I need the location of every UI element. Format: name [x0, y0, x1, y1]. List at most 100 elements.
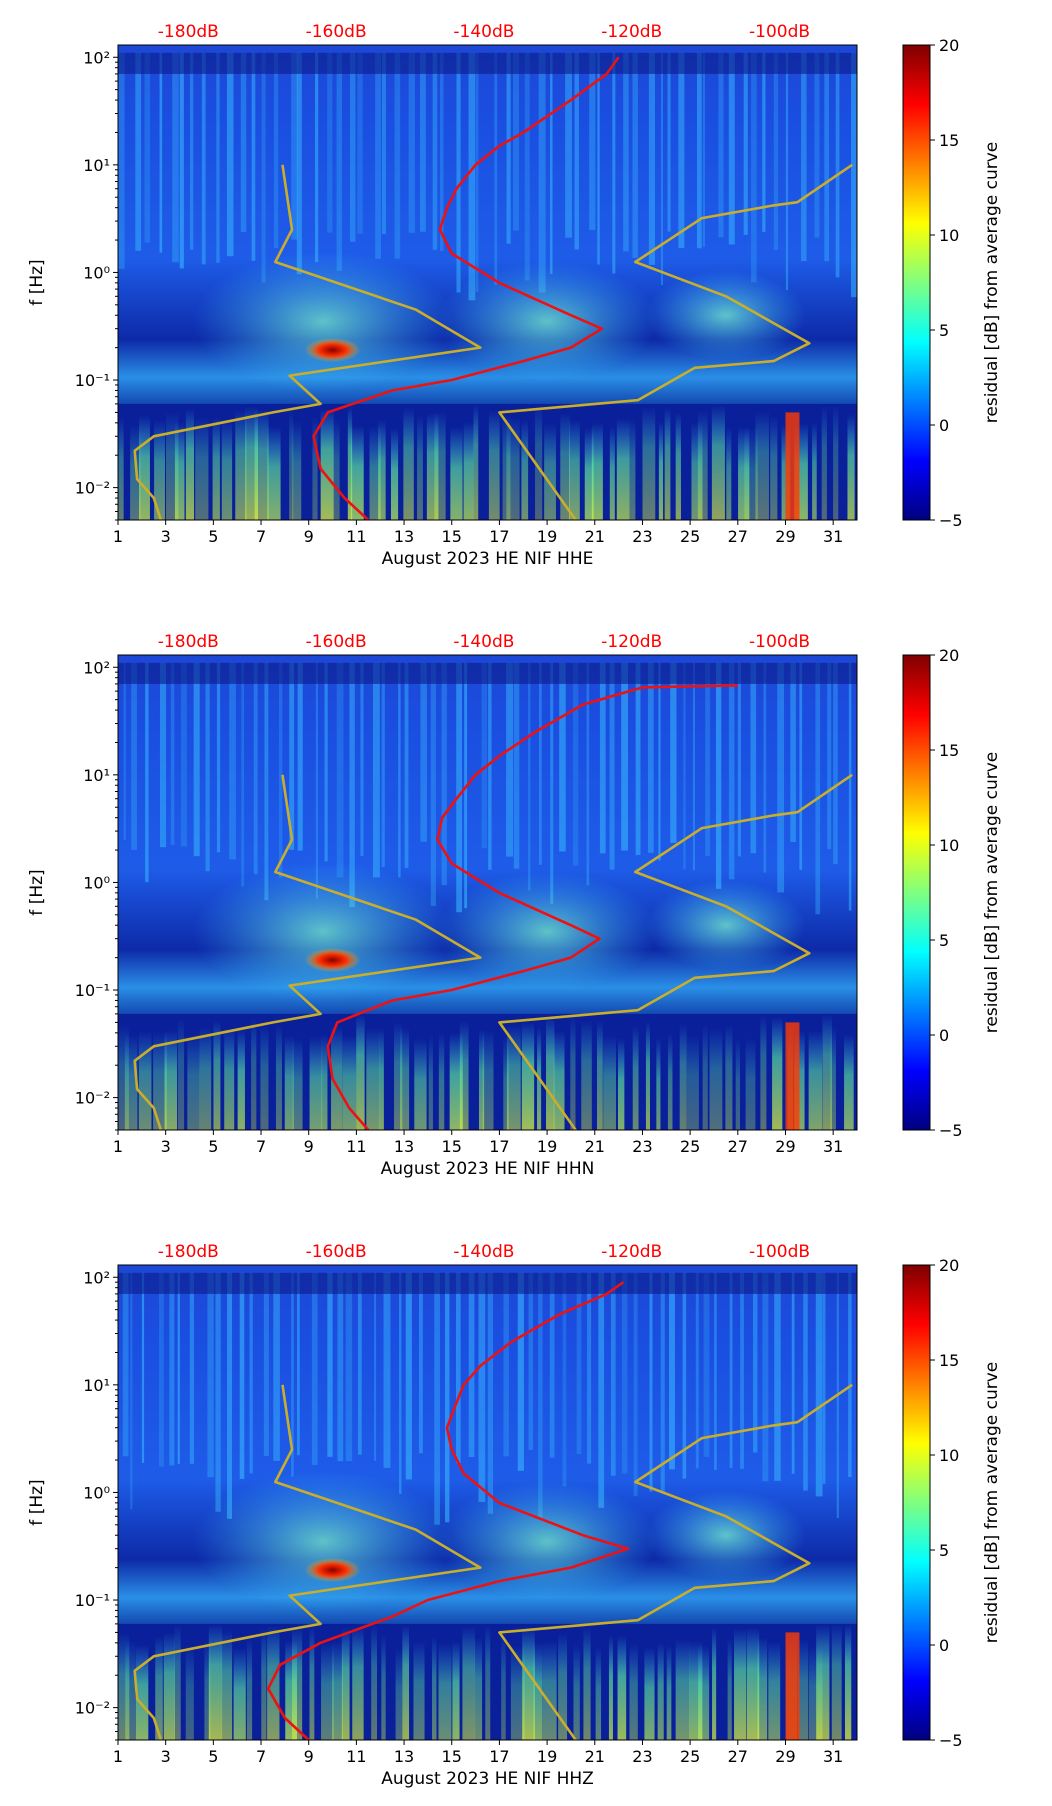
activity-stripe	[241, 662, 245, 887]
y-tick-label: 10⁻¹	[75, 371, 110, 390]
low-freq-stripe	[768, 1641, 781, 1740]
activity-stripe	[648, 52, 655, 265]
low-freq-stripe	[292, 1038, 303, 1130]
activity-stripe	[468, 1272, 475, 1457]
activity-stripe	[565, 52, 572, 238]
activity-stripe	[752, 1272, 758, 1453]
activity-stripe	[517, 1272, 524, 1471]
low-freq-stripe	[726, 426, 732, 520]
low-freq-stripe	[734, 1628, 747, 1740]
colorbar-tick-label: −5	[939, 511, 963, 530]
x-tick-label: 7	[256, 1747, 266, 1766]
colorbar-tick-label: 15	[939, 131, 959, 150]
series-line	[312, 56, 620, 520]
colorbar	[902, 44, 931, 521]
low-freq-stripe	[413, 1640, 425, 1740]
low-freq-stripe	[254, 409, 269, 520]
activity-stripe	[574, 52, 579, 250]
low-freq-stripe	[333, 418, 340, 520]
microseism-glow	[437, 261, 658, 382]
low-freq-stripe	[174, 422, 185, 520]
low-freq-stripe	[521, 420, 529, 520]
y-tick-label: 10⁰	[83, 263, 110, 282]
y-tick-label: 10⁻¹	[75, 1591, 110, 1610]
low-freq-stripe	[656, 1037, 661, 1130]
x-axis-label: August 2023 HE NIF HHN	[381, 1159, 595, 1179]
activity-stripe	[696, 52, 702, 249]
x-tick-label: 11	[346, 1137, 366, 1156]
low-freq-stripe	[118, 417, 124, 520]
series-line	[498, 1383, 853, 1740]
low-freq-stripe	[581, 1020, 592, 1130]
top-axis-label: -140dB	[453, 22, 514, 42]
activity-stripe	[715, 662, 722, 889]
microseism-glow	[645, 880, 806, 971]
activity-stripe	[159, 52, 163, 253]
low-freq-stripe	[503, 1036, 509, 1130]
low-freq-stripe	[320, 408, 334, 520]
low-freq-stripe	[291, 1626, 303, 1740]
activity-stripe	[506, 662, 514, 857]
low-freq-stripe	[199, 1026, 212, 1130]
x-tick-label: 21	[585, 527, 605, 546]
x-axis-label: August 2023 HE NIF HHZ	[381, 1769, 594, 1789]
low-freq-stripe	[213, 1020, 221, 1130]
activity-stripe	[549, 1272, 555, 1458]
low-freq-stripe	[755, 410, 769, 520]
colorbar-tick-label: 15	[939, 1351, 959, 1370]
activity-stripe	[824, 52, 830, 262]
activity-stripe	[833, 662, 838, 865]
activity-stripe	[456, 52, 461, 293]
activity-stripe	[440, 52, 444, 251]
low-freq-stripe	[521, 1022, 535, 1130]
low-freq-stripe	[366, 1028, 380, 1130]
activity-stripe	[773, 52, 779, 250]
activity-stripe	[512, 52, 520, 231]
low-freq-stripe	[428, 1034, 433, 1130]
low-freq-stripe	[267, 426, 281, 520]
top-axis-label: -180dB	[158, 1242, 219, 1262]
y-tick-label: 10²	[83, 658, 110, 677]
activity-stripe	[586, 662, 590, 886]
low-freq-stripe	[667, 1032, 673, 1130]
top-axis-label: -120dB	[601, 22, 662, 42]
low-freq-stripe	[770, 415, 778, 520]
low-freq-stripe	[629, 1642, 638, 1740]
low-freq-stripe	[478, 1029, 485, 1130]
x-tick-label: 17	[489, 1747, 509, 1766]
colorbar-tick-label: −5	[939, 1121, 963, 1140]
top-axis-label: -160dB	[306, 22, 367, 42]
x-tick-label: 29	[775, 1747, 795, 1766]
activity-stripe	[667, 52, 671, 232]
activity-stripe	[848, 662, 852, 911]
colorbar-tick-label: 5	[939, 931, 949, 950]
activity-stripe	[714, 1272, 717, 1471]
activity-stripe	[455, 1272, 461, 1464]
low-freq-stripe	[772, 1017, 783, 1130]
activity-stripe	[336, 662, 344, 878]
x-tick-label: 17	[489, 527, 509, 546]
activity-stripe	[621, 1272, 628, 1474]
activity-stripe	[814, 52, 820, 238]
low-freq-stripe	[657, 1642, 664, 1740]
activity-stripe	[201, 52, 206, 265]
low-freq-stripe	[712, 1627, 717, 1740]
low-freq-stripe	[609, 426, 615, 520]
activity-stripe	[762, 52, 766, 232]
x-tick-label: 25	[680, 1747, 700, 1766]
low-freq-stripe	[760, 1014, 767, 1130]
activity-stripe	[297, 1272, 300, 1456]
low-freq-stripe	[275, 1024, 282, 1130]
top-axis-label: -140dB	[453, 1242, 514, 1262]
activity-stripe	[456, 662, 462, 913]
activity-stripe	[172, 52, 179, 263]
low-freq-stripe	[342, 1035, 357, 1130]
low-freq-stripe	[544, 422, 556, 520]
low-freq-stripe	[208, 1624, 223, 1740]
activity-stripe	[728, 662, 735, 880]
low-freq-stripe	[560, 412, 570, 520]
low-freq-stripe	[378, 419, 386, 520]
activity-stripe	[803, 1272, 808, 1491]
low-freq-stripe	[395, 1647, 403, 1740]
y-tick-label: 10²	[83, 48, 110, 67]
